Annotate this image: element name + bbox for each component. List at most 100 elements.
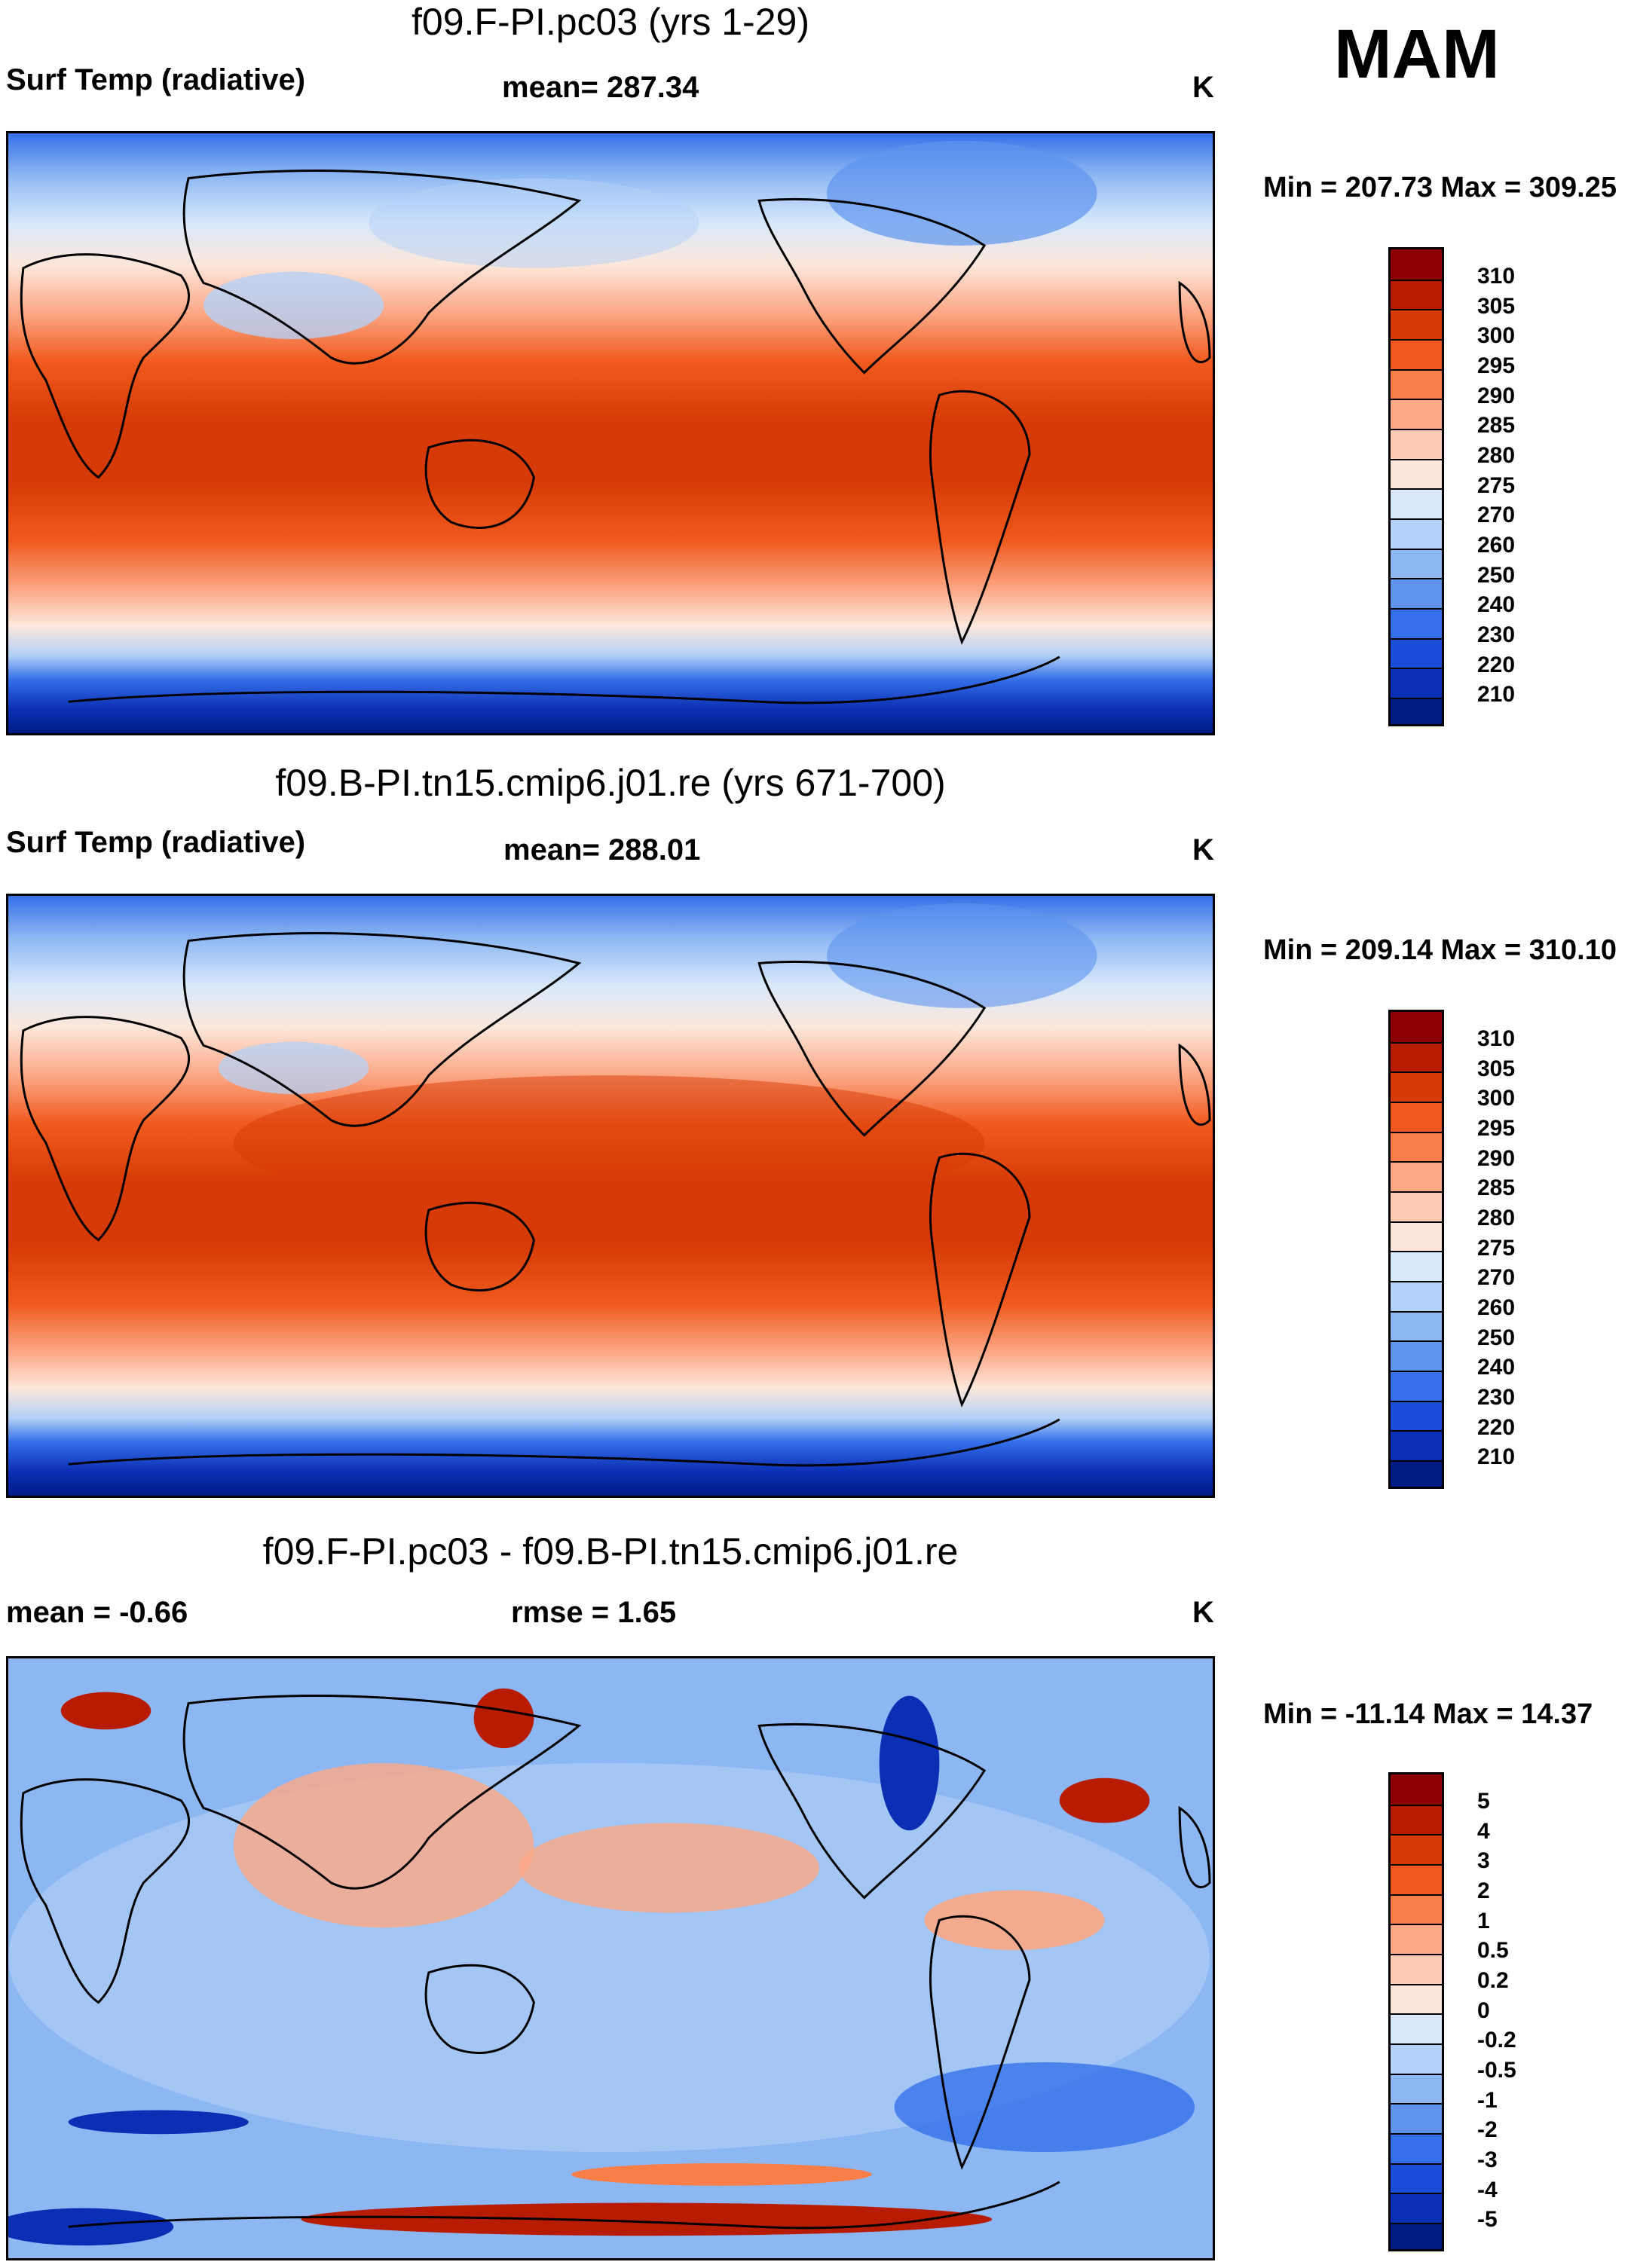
- panel-1-swatch-0: [1391, 249, 1442, 280]
- panel-1-swatch-1: [1391, 280, 1442, 309]
- panel-2-tick-6: 280: [1477, 1206, 1516, 1230]
- panel-1-tick-6: 280: [1477, 443, 1516, 468]
- panel-3-swatch-3: [1391, 1864, 1442, 1894]
- panel-3-swatch-1: [1391, 1805, 1442, 1834]
- panel-2-swatch-14: [1391, 1430, 1442, 1460]
- panel-1-title: f09.F-PI.pc03 (yrs 1-29): [412, 1, 809, 43]
- panel-1-swatch-9: [1391, 518, 1442, 549]
- panel-1-tick-0: 310: [1477, 264, 1516, 289]
- temperature-map-1-svg: [8, 133, 1213, 733]
- panel-2-swatch-1: [1391, 1042, 1442, 1071]
- difference-map: [6, 1656, 1215, 2260]
- panel-2-swatch-11: [1391, 1340, 1442, 1371]
- panel-1-tick-13: 220: [1477, 653, 1516, 677]
- panel-3-swatch-5: [1391, 1924, 1442, 1954]
- panel-1-swatch-13: [1391, 638, 1442, 668]
- panel-3-tick-12: -3: [1477, 2147, 1498, 2172]
- season-label: MAM: [1334, 16, 1500, 93]
- panel-3-units: K: [1192, 1596, 1214, 1629]
- panel-2-tick-0: 310: [1477, 1026, 1516, 1051]
- panel-1-tick-5: 285: [1477, 413, 1516, 438]
- panel-1-tick-12: 230: [1477, 622, 1516, 647]
- panel-3-tick-9: -0.5: [1477, 2058, 1516, 2083]
- panel-2-tick-10: 250: [1477, 1325, 1516, 1350]
- panel-3-swatch-12: [1391, 2133, 1442, 2163]
- panel-1-swatch-5: [1391, 399, 1442, 429]
- panel-1-swatch-11: [1391, 578, 1442, 608]
- panel-3-swatch-10: [1391, 2074, 1442, 2103]
- panel-1-minmax: Min = 207.73 Max = 309.25: [1263, 172, 1617, 203]
- panel-1-colorbar: [1388, 247, 1444, 726]
- panel-3-tick-7: 0: [1477, 1998, 1490, 2023]
- panel-3-tick-6: 0.2: [1477, 1968, 1509, 1993]
- panel-1-swatch-7: [1391, 459, 1442, 488]
- panel-1-units: K: [1192, 71, 1214, 104]
- panel-3-rmse-label: rmse = 1.65: [511, 1596, 677, 1629]
- panel-1-swatch-10: [1391, 549, 1442, 578]
- panel-2-title: f09.B-PI.tn15.cmip6.j01.re (yrs 671-700): [275, 762, 946, 804]
- panel-1-swatch-4: [1391, 369, 1442, 399]
- panel-1-tick-8: 270: [1477, 503, 1516, 527]
- panel-2-swatch-9: [1391, 1281, 1442, 1311]
- panel-3-colorbar: [1388, 1772, 1444, 2251]
- panel-3-tick-2: 3: [1477, 1848, 1490, 1873]
- temperature-map-2-svg: [8, 896, 1213, 1496]
- panel-2-colorbar: [1388, 1010, 1444, 1489]
- panel-3-swatch-2: [1391, 1834, 1442, 1864]
- panel-3-swatch-4: [1391, 1894, 1442, 1924]
- temperature-map-1: [6, 131, 1215, 735]
- panel-2-tick-13: 220: [1477, 1415, 1516, 1440]
- panel-3-swatch-8: [1391, 2013, 1442, 2043]
- difference-map-svg: [8, 1658, 1213, 2258]
- panel-2-tick-2: 300: [1477, 1086, 1516, 1111]
- panel-2-swatch-15: [1391, 1460, 1442, 1487]
- panel-3-swatch-9: [1391, 2043, 1442, 2074]
- panel-1-tick-11: 240: [1477, 592, 1516, 617]
- panel-1-swatch-8: [1391, 488, 1442, 518]
- panel-2-tick-5: 285: [1477, 1175, 1516, 1200]
- panel-1-tick-3: 295: [1477, 353, 1516, 378]
- panel-3-swatch-6: [1391, 1954, 1442, 1984]
- panel-2-swatch-5: [1391, 1161, 1442, 1191]
- panel-1-tick-1: 305: [1477, 294, 1516, 319]
- panel-3-minmax: Min = -11.14 Max = 14.37: [1263, 1698, 1593, 1730]
- panel-3-swatch-15: [1391, 2223, 1442, 2249]
- panel-3-tick-8: -0.2: [1477, 2028, 1516, 2053]
- panel-3-tick-14: -5: [1477, 2207, 1498, 2232]
- panel-1-tick-4: 290: [1477, 384, 1516, 408]
- panel-3-tick-5: 0.5: [1477, 1938, 1509, 1963]
- panel-3-mean-label: mean = -0.66: [6, 1596, 188, 1629]
- panel-3-swatch-7: [1391, 1984, 1442, 2013]
- panel-3-swatch-0: [1391, 1774, 1442, 1805]
- panel-2-swatch-3: [1391, 1102, 1442, 1132]
- panel-3-tick-0: 5: [1477, 1789, 1490, 1814]
- temperature-map-2: [6, 894, 1215, 1498]
- panel-2-swatch-2: [1391, 1071, 1442, 1102]
- panel-2-variable-label: Surf Temp (radiative): [6, 826, 306, 859]
- panel-2-tick-7: 275: [1477, 1236, 1516, 1261]
- panel-3-swatch-13: [1391, 2163, 1442, 2193]
- panel-1-variable-label: Surf Temp (radiative): [6, 63, 306, 96]
- panel-1-swatch-2: [1391, 309, 1442, 339]
- panel-2-swatch-6: [1391, 1191, 1442, 1221]
- panel-2-tick-4: 290: [1477, 1146, 1516, 1171]
- panel-2-units: K: [1192, 833, 1214, 867]
- panel-1-tick-2: 300: [1477, 323, 1516, 348]
- panel-2-tick-12: 230: [1477, 1385, 1516, 1410]
- panel-1-tick-9: 260: [1477, 533, 1516, 558]
- panel-1-mean-label: mean= 287.34: [502, 71, 699, 104]
- panel-3-tick-10: -1: [1477, 2088, 1498, 2113]
- panel-2-tick-3: 295: [1477, 1116, 1516, 1141]
- panel-1-tick-14: 210: [1477, 682, 1516, 707]
- panel-1-tick-10: 250: [1477, 563, 1516, 588]
- panel-2-swatch-12: [1391, 1371, 1442, 1401]
- panel-3-tick-4: 1: [1477, 1909, 1490, 1933]
- panel-3-swatch-11: [1391, 2103, 1442, 2133]
- panel-2-mean-label: mean= 288.01: [503, 833, 701, 867]
- panel-2-tick-14: 210: [1477, 1444, 1516, 1469]
- panel-1-swatch-12: [1391, 608, 1442, 638]
- panel-2-swatch-10: [1391, 1311, 1442, 1340]
- panel-1-swatch-6: [1391, 429, 1442, 459]
- panel-1-tick-7: 275: [1477, 473, 1516, 498]
- panel-1-swatch-3: [1391, 339, 1442, 369]
